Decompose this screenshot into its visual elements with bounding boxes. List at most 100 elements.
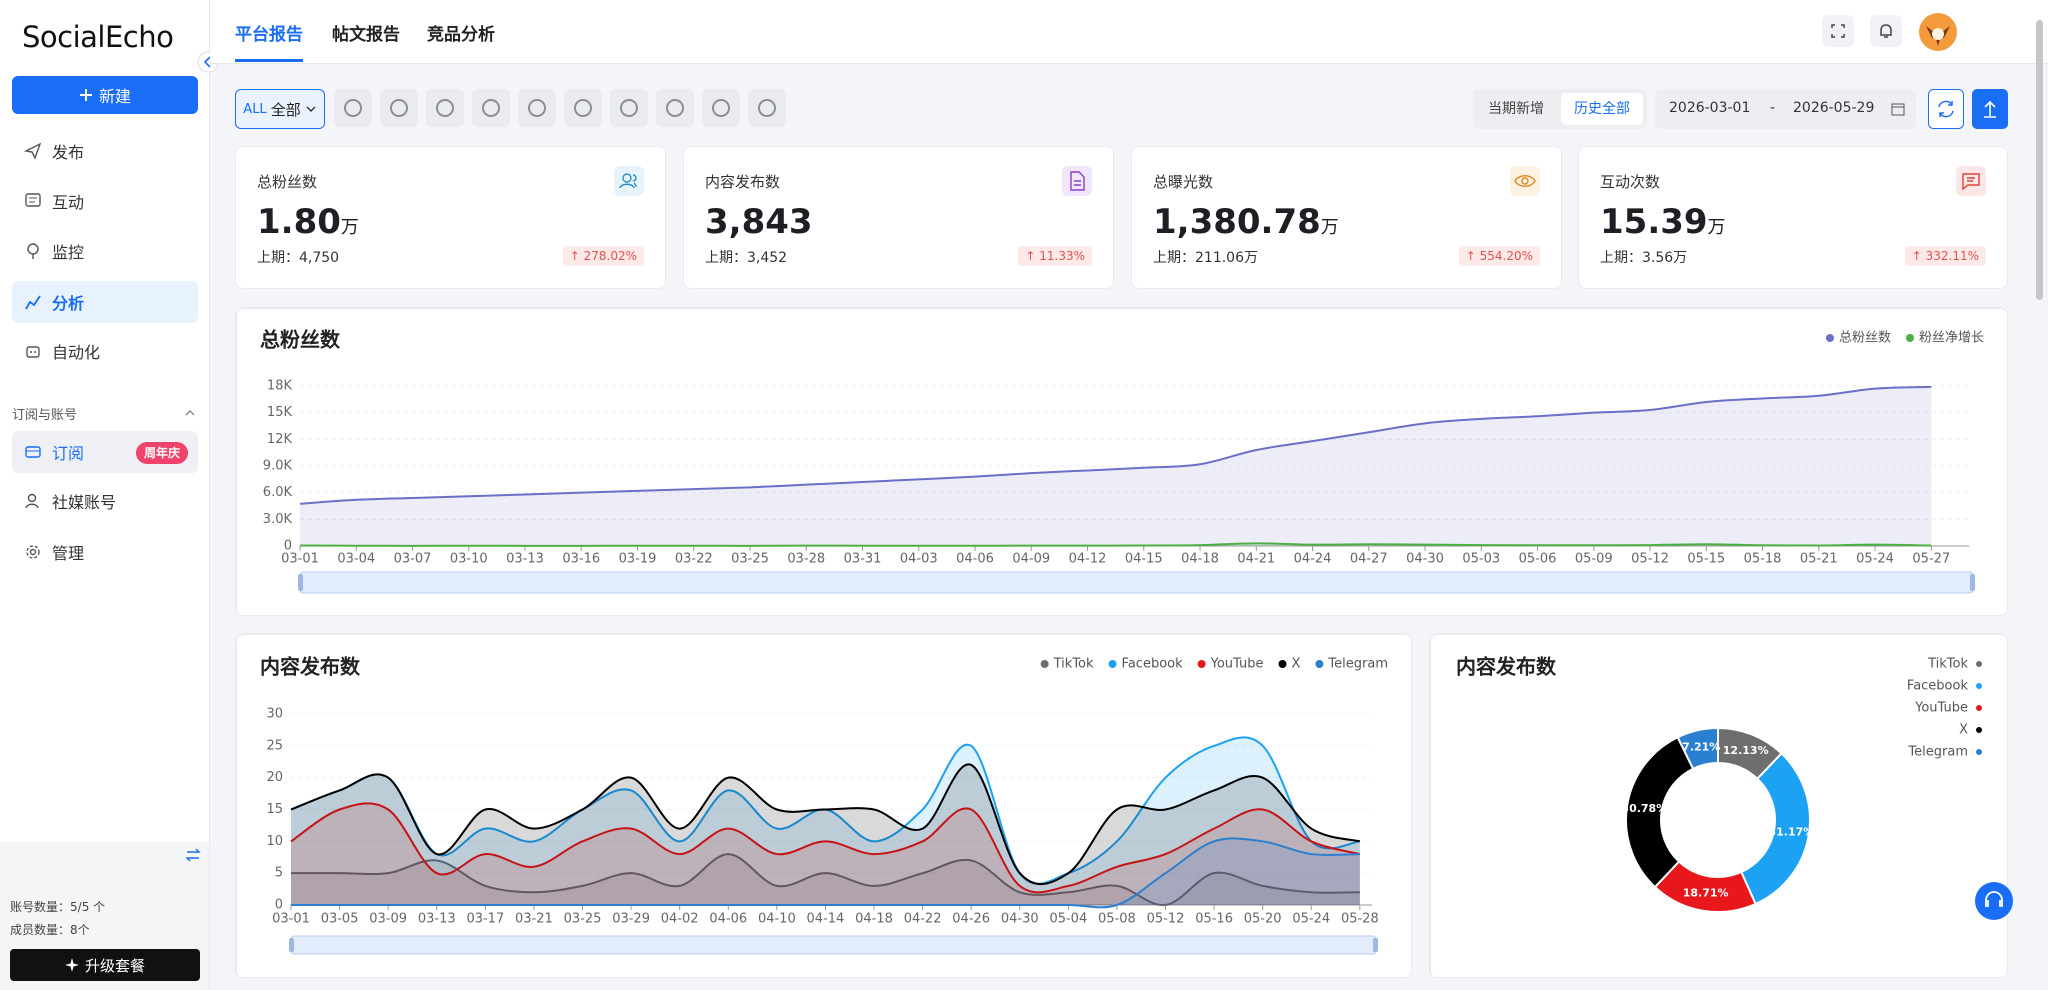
nav-icon bbox=[26, 346, 40, 358]
y-tick-label: 15 bbox=[266, 802, 283, 817]
x-tick-label: 03-25 bbox=[564, 912, 602, 927]
legend-marker bbox=[1197, 660, 1206, 668]
platform-button[interactable] bbox=[610, 89, 648, 127]
help-button[interactable] bbox=[1974, 881, 2014, 921]
switch-icon[interactable] bbox=[184, 846, 202, 864]
slice-label: 12.13% bbox=[1723, 744, 1769, 757]
x-tick-label: 04-03 bbox=[900, 552, 938, 567]
platform-filter-all[interactable]: ALL 全部 bbox=[235, 89, 325, 129]
fullscreen-button[interactable] bbox=[1822, 15, 1854, 47]
nav-item[interactable]: 自动化 bbox=[12, 330, 198, 372]
x-tick-label: 05-24 bbox=[1292, 912, 1330, 927]
toggle-option-active[interactable]: 历史全部 bbox=[1561, 93, 1643, 125]
x-tick-label: 04-10 bbox=[758, 912, 796, 927]
nav-icon bbox=[25, 493, 39, 509]
y-tick-label: 6.0K bbox=[263, 485, 293, 500]
x-tick-label: 03-05 bbox=[321, 912, 359, 927]
x-tick-label: 05-06 bbox=[1519, 552, 1557, 567]
calendar-icon bbox=[1891, 103, 1905, 116]
y-tick-label: 0 bbox=[275, 898, 283, 913]
slice-label: 18.71% bbox=[1683, 886, 1729, 899]
donut-slice bbox=[1739, 752, 1811, 906]
y-tick-label: 15K bbox=[267, 405, 293, 420]
y-tick-label: 12K bbox=[267, 432, 293, 447]
nav-icon bbox=[27, 243, 39, 259]
tab[interactable]: 竞品分析 bbox=[427, 25, 495, 45]
series-line bbox=[299, 542, 1932, 547]
platform-button[interactable] bbox=[702, 89, 740, 127]
export-button[interactable] bbox=[1972, 89, 2008, 129]
x-tick-label: 04-12 bbox=[1069, 552, 1107, 567]
x-tick-label: 05-24 bbox=[1856, 552, 1894, 567]
platform-button[interactable] bbox=[472, 89, 510, 127]
nav-item[interactable]: 互动 bbox=[12, 180, 198, 222]
kpi-title: 内容发布数 bbox=[705, 173, 781, 191]
tab[interactable]: 帖文报告 bbox=[332, 25, 400, 45]
x-tick-label: 03-25 bbox=[731, 552, 769, 567]
platform-icon bbox=[390, 99, 408, 117]
prev-label: 上期： bbox=[1153, 250, 1195, 266]
x-tick-label: 03-01 bbox=[281, 552, 319, 567]
kpi-value: 3,843 bbox=[705, 202, 813, 242]
nav-item[interactable]: 社媒账号 bbox=[12, 480, 198, 522]
chart-title: 总粉丝数 bbox=[260, 328, 341, 352]
kpi-icon bbox=[614, 166, 644, 196]
platform-button[interactable] bbox=[518, 89, 556, 127]
logo[interactable]: SocialEcho bbox=[22, 20, 174, 54]
kpi-icon bbox=[1510, 166, 1540, 196]
x-tick-label: 04-02 bbox=[661, 912, 699, 927]
area-fill bbox=[291, 838, 1360, 908]
x-tick-label: 03-29 bbox=[612, 912, 650, 927]
kpi-unit: 万 bbox=[340, 217, 359, 238]
new-button[interactable]: 新建 bbox=[12, 76, 198, 114]
platform-button[interactable] bbox=[564, 89, 602, 127]
x-tick-label: 04-09 bbox=[1012, 552, 1050, 567]
nav-label: 自动化 bbox=[52, 343, 101, 362]
platform-button[interactable] bbox=[748, 89, 786, 127]
platform-button[interactable] bbox=[426, 89, 464, 127]
platform-icon bbox=[528, 99, 546, 117]
x-tick-label: 04-30 bbox=[1406, 552, 1444, 567]
avatar[interactable] bbox=[1918, 12, 1958, 52]
x-tick-label: 03-13 bbox=[506, 552, 544, 567]
series-line bbox=[291, 853, 1360, 907]
notification-button[interactable] bbox=[1870, 15, 1902, 47]
chart-title: 内容发布数 bbox=[1456, 655, 1557, 679]
nav-item[interactable]: 管理 bbox=[12, 531, 198, 573]
upgrade-button[interactable]: 升级套餐 bbox=[10, 949, 200, 981]
sparkle-icon bbox=[64, 958, 79, 972]
platform-icon bbox=[344, 99, 362, 117]
platform-button[interactable] bbox=[380, 89, 418, 127]
x-tick-label: 05-08 bbox=[1098, 912, 1136, 927]
tab[interactable]: 平台报告 bbox=[235, 25, 303, 45]
toggle-option[interactable]: 当期新增 bbox=[1488, 101, 1544, 117]
nav-item[interactable]: 监控 bbox=[12, 230, 198, 272]
nav-item[interactable]: 发布 bbox=[12, 130, 198, 172]
legend-marker bbox=[1825, 334, 1834, 342]
legend-marker bbox=[1976, 705, 1982, 711]
series-line bbox=[299, 385, 1932, 505]
upgrade-label: 升级套餐 bbox=[84, 956, 145, 975]
refresh-button[interactable] bbox=[1928, 89, 1964, 129]
kpi-unit: 万 bbox=[1320, 217, 1339, 238]
nav-label: 发布 bbox=[52, 143, 85, 162]
nav-icon bbox=[25, 446, 41, 458]
kpi-value: 15.39 bbox=[1600, 202, 1708, 242]
platform-button[interactable] bbox=[334, 89, 372, 127]
platform-button[interactable] bbox=[656, 89, 694, 127]
x-tick-label: 05-21 bbox=[1800, 552, 1838, 567]
legend-label: 总粉丝数 bbox=[1839, 331, 1891, 346]
content-chart-card: 内容发布数 0 5 10 15 20 25 30 03-01 03-05 03-09 03-13 03-… bbox=[235, 633, 1412, 978]
footer-value: 8个 bbox=[70, 923, 90, 937]
section-header[interactable]: 订阅与账号 bbox=[12, 408, 78, 423]
x-tick-label: 04-26 bbox=[952, 912, 990, 927]
y-tick-label: 5 bbox=[275, 866, 283, 881]
prev-value: 3.56万 bbox=[1642, 250, 1688, 266]
legend-label: X bbox=[1959, 723, 1968, 738]
date-range-picker[interactable]: 2026-03-01 - 2026-05-29 bbox=[1655, 89, 1916, 129]
y-tick-label: 18K bbox=[267, 379, 293, 394]
nav-item[interactable]: 分析 bbox=[12, 281, 198, 323]
prev-label: 上期： bbox=[1600, 250, 1642, 266]
nav-item[interactable]: 订阅 周年庆 bbox=[12, 431, 198, 473]
nav-icon bbox=[26, 545, 40, 559]
